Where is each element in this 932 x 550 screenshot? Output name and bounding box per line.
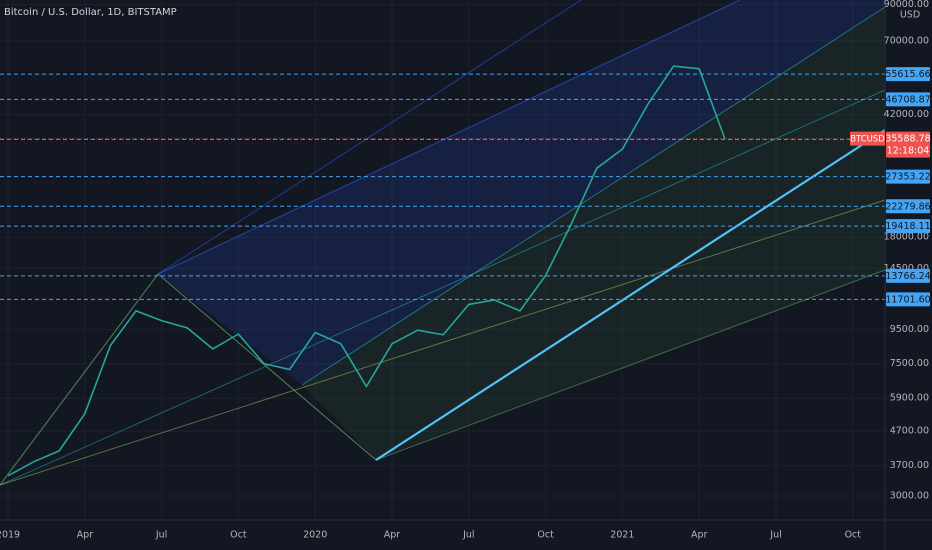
fork-band-lower [302, 7, 885, 460]
countdown-label: 12:18:04 [887, 146, 930, 157]
x-tick-label: 2019 [0, 530, 20, 541]
x-tick-label: Oct [845, 530, 862, 541]
level-label-box [886, 199, 930, 214]
y-tick-label: 4700.00 [890, 426, 929, 437]
grid-layer [0, 0, 885, 520]
x-tick-label: Apr [77, 530, 94, 541]
x-tick-label: Oct [537, 530, 554, 541]
y-tick-label: 18000.00 [884, 232, 929, 243]
level-label-box [886, 67, 930, 82]
fork-line [157, 0, 582, 275]
price-line [7, 65, 726, 477]
x-tick-label: Apr [384, 530, 401, 541]
time-axis [0, 520, 932, 550]
plot-layer [0, 65, 885, 477]
fork-line [157, 0, 741, 275]
x-tick-label: 2021 [610, 530, 634, 541]
x-tick-label: Jul [462, 530, 474, 541]
x-tick-label: Oct [230, 530, 247, 541]
symbol-label: BTCUSD [850, 135, 885, 145]
level-label: 27353.22 [885, 172, 930, 183]
x-tick-label: 2020 [303, 530, 327, 541]
price-label: 35588.78 [885, 134, 930, 145]
level-label: 19418.11 [885, 221, 930, 232]
fork-band-upper [158, 0, 885, 385]
y-tick-label: 5900.00 [890, 393, 929, 404]
fork-line [157, 273, 377, 461]
y-tick-label: 90000.00 [884, 0, 929, 10]
median-line [375, 129, 886, 461]
pitchfork-drawing [0, 0, 886, 486]
level-label: 11701.60 [885, 294, 930, 305]
y-tick-label: 3000.00 [890, 490, 929, 501]
y-tick-label: 3700.00 [890, 460, 929, 471]
fork-line [0, 273, 159, 486]
price-label-box [886, 131, 930, 158]
level-label: 13766.24 [885, 271, 930, 282]
level-label-box [886, 92, 930, 107]
y-tick-label: 9500.00 [890, 324, 929, 335]
y-tick-label: 14500.00 [884, 263, 929, 274]
x-tick-label: Apr [691, 530, 708, 541]
fork-line [375, 269, 886, 461]
y-tick-label: 7500.00 [890, 358, 929, 369]
fork-line [0, 89, 886, 486]
chart-title: Bitcoin / U.S. Dollar, 1D, BITSTAMP [4, 7, 177, 18]
level-label: 55615.66 [885, 69, 930, 80]
level-label-box [886, 292, 930, 307]
y-unit: USD [900, 10, 920, 21]
level-label-box [886, 169, 930, 184]
symbol-label-box [850, 131, 885, 146]
x-tick-label: Jul [155, 530, 167, 541]
level-label: 22279.86 [885, 201, 930, 212]
level-label-box [886, 219, 930, 234]
level-label: 46708.87 [885, 94, 930, 105]
x-tick-label: Jul [769, 530, 781, 541]
level-label-box [886, 268, 930, 283]
y-tick-label: 42000.00 [884, 109, 929, 120]
fork-line [0, 199, 886, 486]
y-tick-label: 70000.00 [884, 35, 929, 46]
fork-line [301, 6, 886, 386]
